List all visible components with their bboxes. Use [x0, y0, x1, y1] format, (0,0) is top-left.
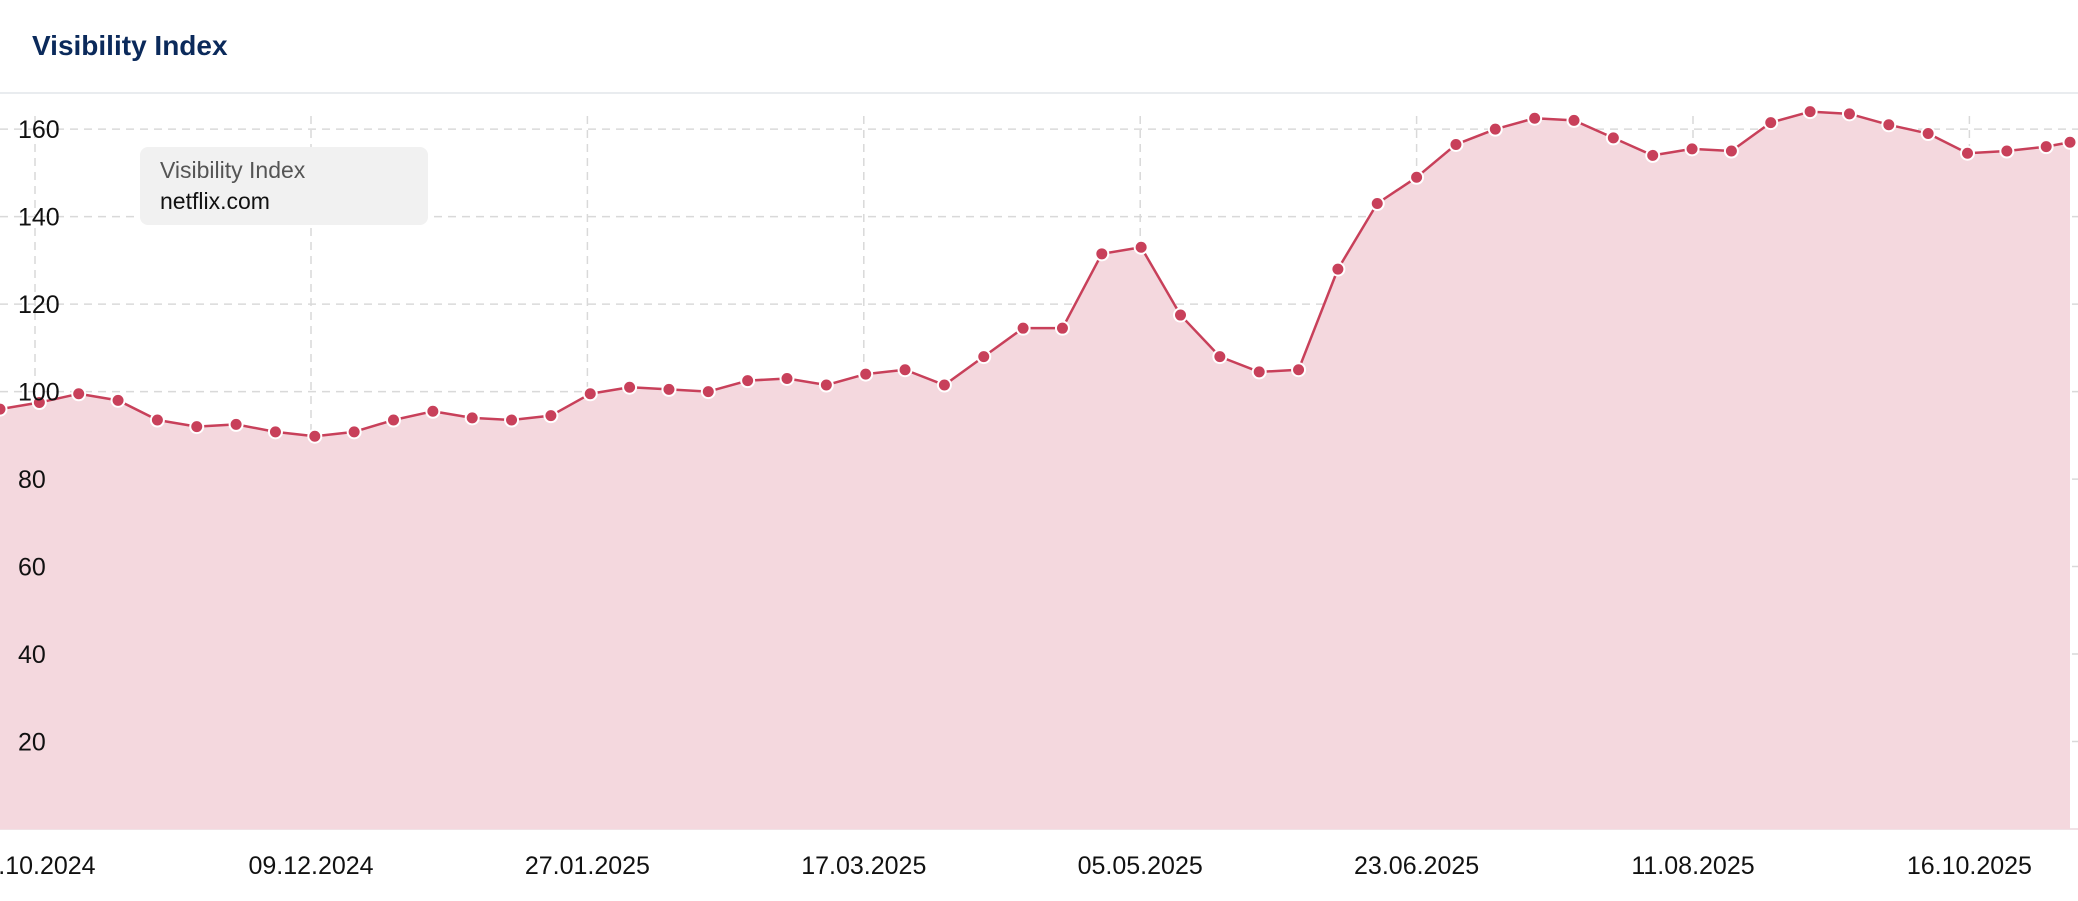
- data-point[interactable]: [622, 379, 638, 395]
- data-point[interactable]: [307, 428, 323, 444]
- data-point[interactable]: [504, 412, 520, 428]
- data-point[interactable]: [228, 416, 244, 432]
- visibility-chart: 20 40 60 80 100 120 140 160 21.10.2024 09.12.202…: [0, 104, 2078, 880]
- data-point[interactable]: [1409, 169, 1425, 185]
- data-point[interactable]: [1841, 106, 1857, 122]
- data-point[interactable]: [818, 377, 834, 393]
- data-point[interactable]: [1881, 117, 1897, 133]
- data-point[interactable]: [661, 381, 677, 397]
- area-layer: [0, 111, 2078, 829]
- legend-tooltip: Visibility Index netflix.com: [140, 147, 428, 225]
- series-area: [0, 111, 2078, 829]
- data-point[interactable]: [1015, 320, 1031, 336]
- y-axis-ticks: 20 40 60 80 100 120 140 160: [18, 116, 60, 756]
- y-tick-label: 40: [18, 641, 46, 669]
- x-tick-label: 21.10.2024: [0, 852, 96, 880]
- data-point[interactable]: [1605, 130, 1621, 146]
- data-point[interactable]: [1291, 362, 1307, 378]
- data-point[interactable]: [1369, 196, 1385, 212]
- data-point[interactable]: [1920, 126, 1936, 142]
- x-tick-label: 11.08.2025: [1631, 852, 1754, 880]
- legend-domain: netflix.com: [160, 188, 270, 214]
- data-point[interactable]: [386, 412, 401, 428]
- data-point[interactable]: [897, 362, 913, 378]
- x-tick-label: 09.12.2024: [248, 852, 373, 880]
- y-tick-label: 60: [18, 554, 46, 582]
- data-point[interactable]: [1960, 145, 1975, 161]
- data-point[interactable]: [976, 349, 992, 365]
- card-title: Visibility Index: [32, 30, 228, 61]
- data-point[interactable]: [543, 408, 559, 424]
- x-axis-ticks: 21.10.2024 09.12.2024 27.01.2025 17.03.2025…: [0, 852, 2032, 880]
- data-point[interactable]: [346, 424, 362, 440]
- data-point[interactable]: [2062, 134, 2078, 150]
- legend-series-label: Visibility Index: [160, 157, 306, 183]
- x-tick-label: 05.05.2025: [1078, 852, 1203, 880]
- chart-area: 20 40 60 80 100 120 140 160 21.10.2024 09.12.202…: [0, 94, 2078, 896]
- data-point[interactable]: [267, 424, 283, 440]
- data-point[interactable]: [1487, 121, 1503, 137]
- y-tick-label: 100: [18, 379, 60, 407]
- data-point[interactable]: [1094, 246, 1110, 262]
- y-tick-label: 80: [18, 466, 46, 494]
- x-tick-label: 27.01.2025: [525, 852, 650, 880]
- data-point[interactable]: [189, 419, 205, 435]
- card-header: Visibility Index: [0, 0, 2078, 94]
- data-point[interactable]: [1723, 143, 1739, 159]
- points-layer: [0, 104, 2078, 444]
- data-point[interactable]: [0, 401, 8, 417]
- data-point[interactable]: [1173, 307, 1188, 323]
- data-point[interactable]: [1448, 136, 1464, 152]
- data-point[interactable]: [2038, 139, 2054, 155]
- data-point[interactable]: [1763, 115, 1779, 131]
- data-point[interactable]: [425, 403, 441, 419]
- data-point[interactable]: [1566, 112, 1582, 128]
- data-point[interactable]: [149, 412, 165, 428]
- data-point[interactable]: [1645, 147, 1661, 163]
- x-tick-label: 23.06.2025: [1354, 852, 1479, 880]
- data-point[interactable]: [740, 373, 756, 389]
- data-point[interactable]: [858, 366, 874, 382]
- data-point[interactable]: [1330, 261, 1346, 277]
- data-point[interactable]: [1251, 364, 1267, 380]
- y-tick-label: 160: [18, 116, 60, 144]
- data-point[interactable]: [700, 384, 716, 400]
- data-point[interactable]: [936, 377, 952, 393]
- y-tick-label: 20: [18, 729, 46, 757]
- x-tick-label: 17.03.2025: [801, 852, 926, 880]
- y-tick-label: 120: [18, 291, 60, 319]
- data-point[interactable]: [1802, 104, 1818, 120]
- data-point[interactable]: [1054, 320, 1070, 336]
- x-tick-label: 16.10.2025: [1907, 852, 2032, 880]
- data-point[interactable]: [1212, 349, 1228, 365]
- data-point[interactable]: [1133, 239, 1149, 255]
- data-point[interactable]: [464, 410, 480, 426]
- data-point[interactable]: [1999, 143, 2015, 159]
- data-point[interactable]: [71, 386, 87, 402]
- data-point[interactable]: [1684, 141, 1700, 157]
- data-point[interactable]: [31, 395, 47, 411]
- data-point[interactable]: [110, 392, 126, 408]
- data-point[interactable]: [582, 386, 598, 402]
- y-tick-label: 140: [18, 204, 60, 232]
- data-point[interactable]: [1527, 110, 1543, 126]
- data-point[interactable]: [779, 370, 795, 386]
